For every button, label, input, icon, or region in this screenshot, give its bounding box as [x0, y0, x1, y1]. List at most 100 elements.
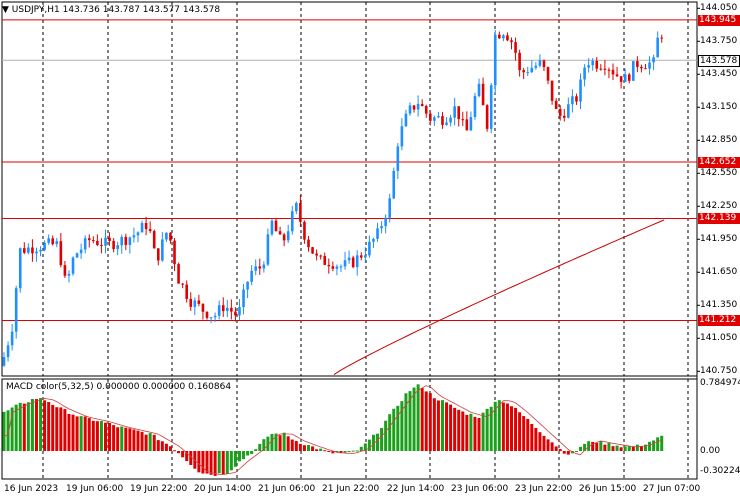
candle-body: [18, 248, 22, 289]
macd-bar: [10, 407, 14, 451]
candle-body: [189, 298, 193, 307]
macd-bar: [591, 441, 595, 451]
candle-body: [571, 96, 574, 105]
candle-body: [152, 231, 156, 249]
candle-body: [234, 311, 237, 316]
macd-bar: [635, 444, 639, 451]
macd-bar: [233, 451, 237, 467]
candle-body: [599, 68, 603, 70]
candle-body: [615, 74, 619, 77]
candle-body: [274, 220, 278, 232]
macd-bar: [432, 398, 436, 451]
macd-bar: [542, 435, 546, 451]
candle-body: [591, 60, 594, 66]
candle-body: [380, 226, 383, 229]
macd-bar: [168, 446, 172, 451]
macd-bar: [95, 421, 99, 451]
macd-bar: [420, 388, 424, 451]
macd-bar: [510, 406, 513, 451]
macd-bar: [311, 446, 315, 451]
macd-bar: [83, 416, 87, 451]
macd-bar: [469, 413, 473, 451]
candle-body: [404, 113, 408, 127]
candle-body: [230, 307, 233, 312]
macd-bar: [518, 412, 522, 451]
macd-bar: [652, 440, 656, 451]
macd-bar: [619, 447, 623, 451]
candle-body: [567, 104, 570, 118]
candle-body: [441, 116, 444, 125]
candle-body: [299, 202, 302, 222]
candle-body: [611, 69, 615, 75]
candle-body: [307, 239, 310, 248]
level-price-tag: 141.212: [698, 315, 740, 327]
candle-body: [489, 85, 493, 129]
macd-bar: [120, 426, 124, 451]
macd-bar: [355, 450, 359, 452]
macd-bar: [156, 440, 160, 451]
time-axis-label: 20 Jun 14:00: [194, 484, 252, 494]
macd-bar: [327, 451, 331, 452]
macd-bar: [428, 393, 432, 451]
candle-body: [477, 83, 481, 97]
macd-bar: [457, 409, 461, 451]
macd-bar: [347, 451, 351, 452]
candle-body: [538, 60, 542, 66]
macd-bar: [505, 403, 509, 451]
macd-bar: [266, 436, 270, 451]
candle-body: [636, 61, 639, 67]
candle-body: [343, 260, 347, 267]
macd-bar: [205, 451, 209, 474]
price-tick-label: 142.850: [700, 135, 738, 146]
macd-bar: [546, 439, 550, 451]
candle-body: [205, 311, 209, 318]
macd-bar: [51, 404, 55, 451]
candle-body: [518, 52, 521, 71]
macd-bar: [493, 401, 497, 451]
candle-body: [193, 300, 197, 307]
candle-body: [347, 257, 351, 261]
candle-body: [510, 40, 513, 43]
macd-bar: [319, 448, 323, 451]
macd-bar: [639, 446, 643, 451]
candle-body: [144, 223, 148, 230]
candle-body: [420, 103, 424, 107]
candle-body: [43, 242, 46, 250]
candle-body: [623, 74, 627, 82]
candle-body: [242, 289, 245, 308]
candle-body: [514, 42, 517, 53]
macd-bar: [514, 407, 518, 451]
price-tick-label: 143.150: [700, 102, 738, 113]
candle-body: [660, 37, 664, 39]
macd-bar: [160, 441, 164, 451]
candle-body: [238, 307, 241, 316]
macd-bar: [55, 407, 59, 451]
candle-body: [315, 253, 318, 256]
macd-bar: [579, 446, 583, 451]
candle-body: [542, 60, 546, 68]
macd-bar: [140, 431, 144, 451]
candle-body: [550, 80, 554, 101]
candle-body: [173, 240, 176, 265]
macd-bar: [307, 444, 310, 451]
macd-bar: [124, 427, 128, 451]
candle-body: [92, 240, 95, 242]
macd-bar: [250, 451, 254, 454]
time-axis-label: 22 Jun 14:00: [387, 484, 445, 494]
candle-body: [498, 34, 501, 39]
macd-bar: [221, 451, 225, 475]
candle-body: [364, 255, 367, 258]
macd-bar: [380, 427, 384, 451]
collapse-arrow-icon[interactable]: ▼: [2, 5, 9, 15]
macd-bar: [71, 414, 75, 451]
candle-body: [112, 240, 115, 250]
macd-bar: [181, 451, 185, 458]
candle-body: [388, 198, 391, 218]
macd-bar: [112, 425, 116, 451]
macd-bar: [79, 416, 83, 451]
macd-bar: [39, 398, 43, 451]
candle-body: [197, 300, 201, 304]
candle-body: [116, 245, 119, 250]
